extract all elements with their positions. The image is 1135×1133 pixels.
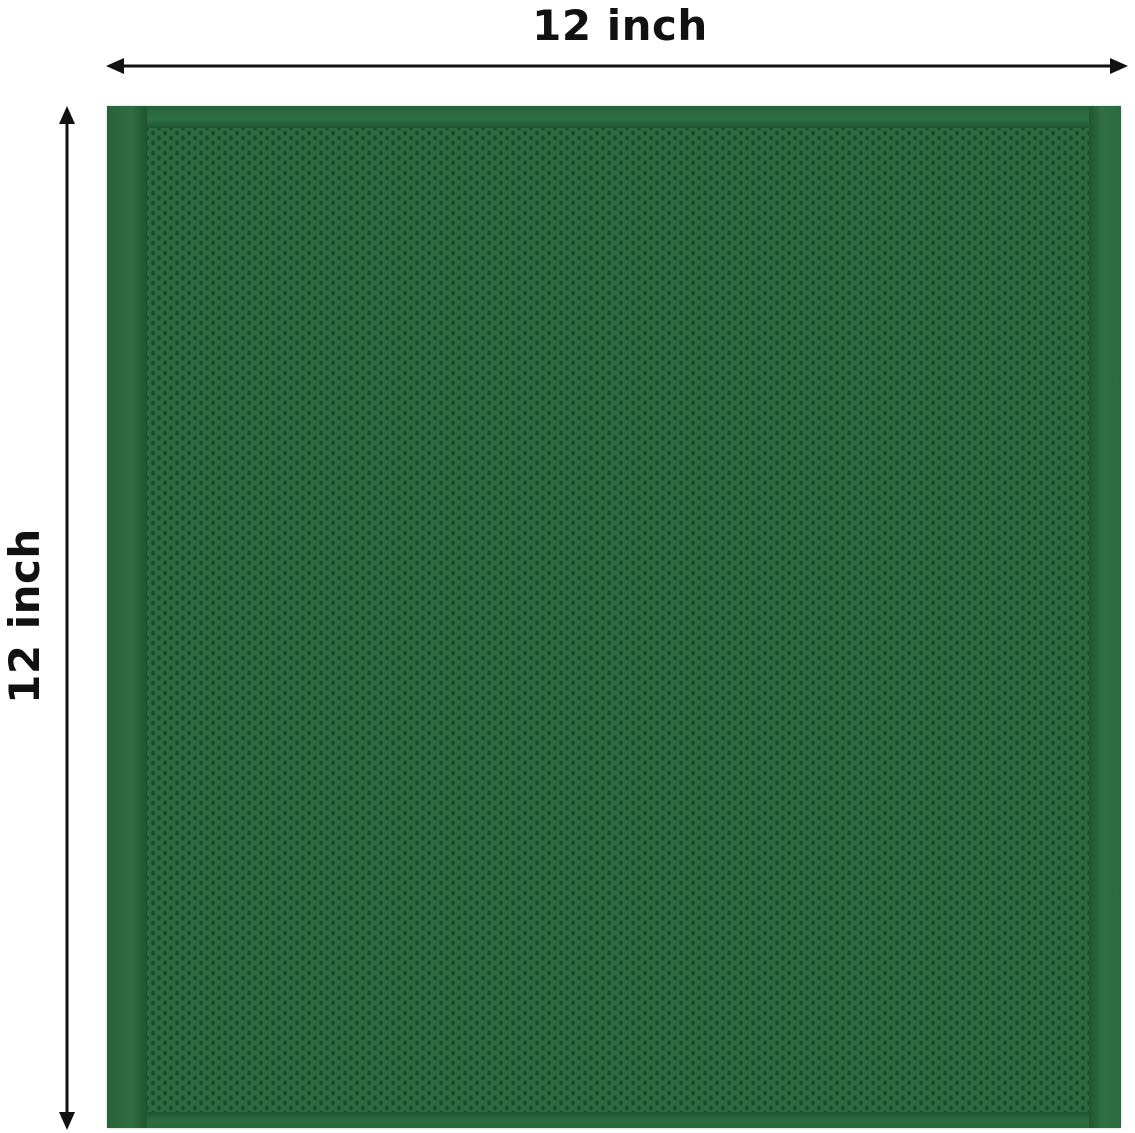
cloth-hem-right <box>1089 106 1121 1128</box>
green-dish-cloth <box>107 106 1121 1128</box>
width-arrow-icon <box>106 58 1128 74</box>
cloth-hem-top <box>147 106 1089 128</box>
waffle-weave-texture <box>147 128 1089 1112</box>
cloth-hem-left <box>107 106 147 1128</box>
cloth-hem-bottom <box>147 1112 1089 1128</box>
width-label: 12 inch <box>532 1 708 50</box>
height-arrow-icon <box>59 106 75 1130</box>
